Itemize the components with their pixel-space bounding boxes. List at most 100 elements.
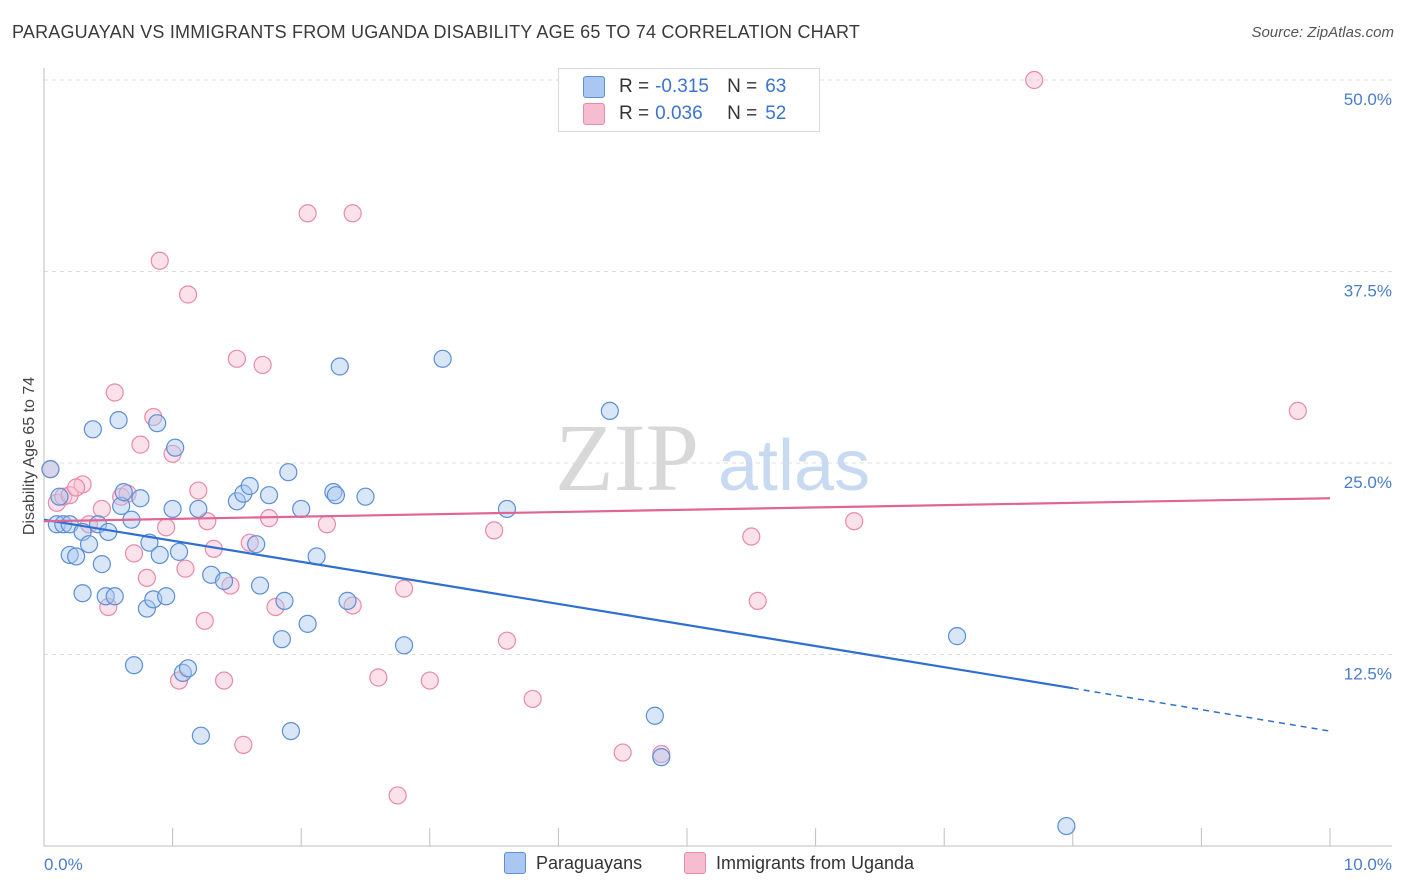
- legend-n-value: 63: [765, 76, 787, 97]
- paraguayan-point: [191, 726, 210, 745]
- legend-item-uganda: Immigrants from Uganda: [684, 852, 914, 874]
- uganda-point: [343, 204, 362, 223]
- y-tick-label: 25.0%: [1344, 473, 1392, 492]
- paraguayans-trend-line: [43, 518, 1073, 690]
- paraguayan-point: [148, 414, 167, 433]
- uganda-point: [369, 668, 388, 687]
- paraguayan-point: [330, 357, 349, 376]
- uganda-point: [317, 515, 337, 534]
- uganda-point: [150, 251, 169, 270]
- uganda-point: [137, 568, 156, 588]
- uganda-point: [105, 383, 124, 402]
- grid-lines: [44, 79, 1392, 655]
- paraguayan-point: [169, 542, 189, 561]
- paraguayan-point: [67, 547, 86, 566]
- paraguayan-point: [645, 706, 664, 725]
- watermark: ZIP atlas: [555, 404, 870, 511]
- paraguayan-point: [279, 463, 298, 482]
- uganda-trend-line: [43, 497, 1331, 523]
- paraguayan-point: [433, 349, 452, 368]
- uganda-point: [189, 481, 208, 500]
- uganda-point: [742, 527, 761, 546]
- uganda-point: [298, 204, 317, 223]
- paraguayan-point: [112, 496, 131, 515]
- paraguayan-point: [60, 545, 79, 565]
- paraguayan-point: [92, 555, 111, 574]
- x-ticks: [43, 828, 1331, 846]
- watermark-zip: ZIP: [555, 404, 699, 511]
- paraguayan-point: [114, 483, 133, 502]
- legend-swatch-pink: [684, 852, 706, 874]
- legend-r-label: R =: [619, 103, 650, 124]
- legend-n-label: N =: [727, 76, 758, 97]
- paraguayan-point: [157, 587, 176, 606]
- paraguayan-point: [124, 656, 144, 675]
- uganda-point: [227, 349, 246, 368]
- y-axis-title: Disability Age 65 to 74: [21, 377, 38, 535]
- legend-label: Paraguayans: [536, 852, 643, 873]
- correlation-legend: R = -0.315 N = 63 R = 0.036 N = 52: [558, 68, 820, 132]
- paraguayan-point: [1057, 816, 1076, 836]
- x-tick-label-max: 10.0%: [1344, 855, 1392, 874]
- paraguayan-point: [178, 659, 198, 678]
- paraguayan-point: [250, 576, 270, 595]
- paraguayan-point: [83, 420, 102, 439]
- uganda-point: [240, 533, 259, 552]
- paraguayan-point: [41, 460, 60, 479]
- legend-row-uganda: R = 0.036 N = 52: [583, 101, 786, 127]
- paraguayan-point: [259, 486, 279, 505]
- paraguayan-point: [326, 486, 346, 505]
- legend-r-value: -0.315: [655, 76, 709, 97]
- uganda-point: [176, 559, 195, 578]
- uganda-point: [131, 435, 150, 454]
- paraguayan-point: [189, 499, 208, 519]
- paraguayan-point: [338, 591, 357, 610]
- uganda-point: [497, 631, 517, 650]
- uganda-point: [198, 512, 217, 531]
- uganda-point: [234, 735, 253, 754]
- paraguayan-point: [600, 401, 619, 421]
- paraguayan-point: [50, 487, 69, 506]
- watermark-atlas: atlas: [718, 426, 870, 506]
- chart-title: PARAGUAYAN VS IMMIGRANTS FROM UGANDA DIS…: [12, 22, 861, 42]
- paraguayan-point: [79, 535, 99, 554]
- source-credit: Source: ZipAtlas.com: [1251, 24, 1394, 41]
- uganda-point: [67, 478, 86, 497]
- paraguayan-point: [298, 614, 317, 633]
- uganda-point: [178, 285, 198, 304]
- legend-label: Immigrants from Uganda: [716, 852, 915, 873]
- legend-r-label: R =: [619, 76, 650, 97]
- paraguayan-point: [150, 545, 169, 565]
- paraguayan-point: [281, 721, 301, 741]
- series-legend: Paraguayans Immigrants from Uganda: [0, 852, 1406, 878]
- paraguayan-point: [73, 584, 92, 603]
- legend-n-value: 52: [765, 103, 787, 124]
- trend-lines: [43, 497, 1331, 732]
- uganda-point: [485, 521, 504, 540]
- paraguayan-point: [214, 571, 234, 591]
- paraguayan-point: [356, 487, 375, 506]
- paraguayan-point: [272, 630, 292, 649]
- uganda-point: [613, 743, 632, 762]
- paraguayan-point: [652, 748, 671, 767]
- paraguayan-point: [109, 411, 128, 430]
- uganda-point: [54, 487, 73, 506]
- uganda-point: [748, 591, 767, 610]
- legend-row-paraguayans: R = -0.315 N = 63: [583, 74, 786, 100]
- uganda-point: [124, 544, 144, 563]
- uganda-point: [394, 579, 414, 598]
- paraguayan-point: [105, 587, 124, 606]
- paraguayan-point: [497, 499, 517, 519]
- series-paraguayans-points: [41, 349, 1076, 836]
- uganda-point: [221, 576, 240, 595]
- paraguayan-point: [163, 499, 182, 519]
- y-tick-label: 50.0%: [1344, 90, 1392, 109]
- y-tick-labels: 12.5% 25.0% 37.5% 50.0%: [1344, 90, 1392, 684]
- paraguayan-point: [394, 636, 414, 655]
- y-tick-label: 12.5%: [1344, 665, 1392, 684]
- axes: [43, 68, 1392, 847]
- uganda-point: [523, 689, 542, 709]
- uganda-point: [266, 597, 285, 617]
- paraguayan-point: [131, 489, 150, 508]
